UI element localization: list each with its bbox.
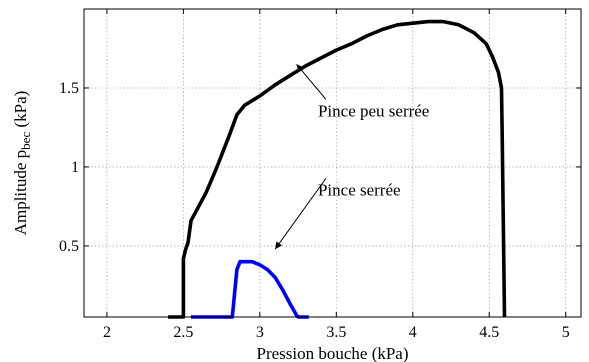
series-line-2 [191, 259, 309, 319]
x-tick-label: 3.5 [326, 324, 346, 341]
x-tick-label: 5 [562, 324, 570, 341]
x-tick-label: 2.5 [173, 324, 193, 341]
y-tick-label: 1 [71, 159, 79, 176]
x-axis-label: Pression bouche (kPa) [256, 344, 408, 362]
x-tick-label: 2 [103, 324, 111, 341]
annotation-arrow-2 [274, 178, 327, 250]
x-tick-label: 3 [256, 324, 264, 341]
annotation-text-2: Pince serrée [318, 180, 401, 199]
axes-box [83, 8, 582, 318]
y-axis-label-main: Amplitude p [11, 150, 30, 235]
series-line-1 [168, 19, 507, 319]
y-axis-label-subscript: bec [18, 132, 33, 150]
x-tick-label: 4.5 [479, 324, 499, 341]
series-layer [168, 19, 507, 319]
annotation-arrow-1 [296, 63, 327, 100]
annotations: Pince peu serrée Pince serrée [274, 63, 429, 250]
x-tick-label: 4 [409, 324, 417, 341]
tick-labels: 2 2.5 3 3.5 4 4.5 5 0.5 1 1.5 [59, 80, 570, 341]
y-tick-label: 1.5 [59, 80, 79, 97]
annotation-text-1: Pince peu serrée [318, 101, 429, 120]
y-axis-label: Amplitude pbec (kPa) [11, 91, 33, 236]
y-tick-label: 0.5 [59, 238, 79, 255]
y-axis-label-unit: (kPa) [11, 91, 30, 132]
grid [84, 9, 581, 317]
axes [83, 8, 582, 318]
